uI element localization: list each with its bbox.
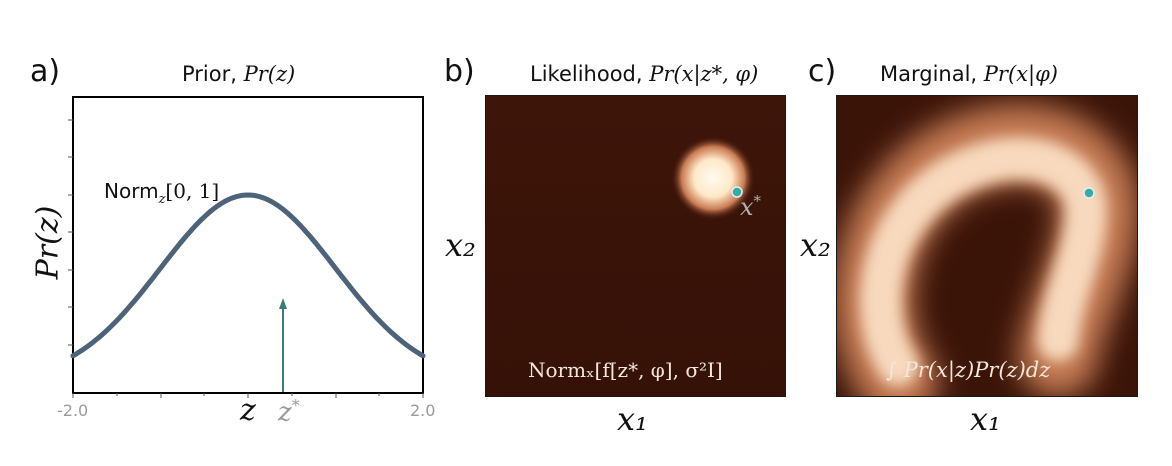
panel-a-yticks (68, 119, 73, 346)
xstar-point-b (731, 186, 743, 198)
likelihood-heatmap (485, 95, 786, 397)
xtick-right: 2.0 (410, 401, 436, 420)
curve-label-args: [0, 1] (165, 179, 220, 203)
panel-a-title: Prior, Pr(z) (182, 62, 295, 86)
panel-b-letter: b) (444, 54, 475, 89)
panel-b-title-word: Likelihood, (530, 62, 643, 86)
curve-label-sub: z (158, 192, 166, 207)
panel-c-title: Marginal, Pr(x|φ) (880, 62, 1058, 86)
panel-b-xlabel: x₁ (617, 400, 648, 438)
marginal-formula: ∫ Pr(x|z)Pr(z)dz (886, 358, 1051, 382)
panel-c-title-math: Pr(x|φ) (983, 62, 1058, 86)
panel-c-letter: c) (808, 54, 837, 89)
marginal-heatmap (836, 95, 1138, 397)
xstar-label: x* (740, 192, 761, 221)
xtick-left: -2.0 (57, 401, 89, 420)
panel-a-letter: a) (30, 54, 61, 89)
zstar-label-z: z (278, 397, 292, 428)
marginal-arc-core (859, 137, 1108, 386)
panel-a-title-math: Pr(z) (243, 62, 296, 86)
panel-c-title-word: Marginal, (880, 62, 978, 86)
likelihood-blob (671, 136, 755, 220)
panel-b-ylabel: x₂ (445, 226, 476, 264)
xstar-label-x: x (740, 193, 754, 221)
xstar-label-sup: * (753, 192, 762, 210)
panel-a-title-word: Prior, (182, 62, 237, 86)
panel-a-xlabel: z (240, 393, 256, 428)
likelihood-background (485, 95, 786, 397)
zstar-arrow (279, 298, 287, 392)
panel-c-ylabel: x₂ (800, 226, 831, 264)
prior-curve (70, 192, 426, 359)
curve-label-text: Norm (104, 179, 159, 203)
panel-c-xlabel: x₁ (970, 400, 1001, 438)
panel-a-plot (68, 96, 426, 398)
likelihood-formula: Normₓ[f[z*, φ], σ²I] (528, 358, 723, 382)
panel-a-frame (72, 96, 424, 394)
curve-label: Normz[0, 1] (104, 179, 219, 207)
zstar-label-sup: * (291, 396, 300, 415)
panel-a-xticks (72, 393, 424, 398)
panel-b-title: Likelihood, Pr(x|z*, φ) (530, 62, 758, 86)
panel-b-title-math: Pr(x|z*, φ) (649, 62, 759, 86)
xstar-point-c (1083, 187, 1095, 199)
zstar-label: z* (278, 396, 300, 428)
